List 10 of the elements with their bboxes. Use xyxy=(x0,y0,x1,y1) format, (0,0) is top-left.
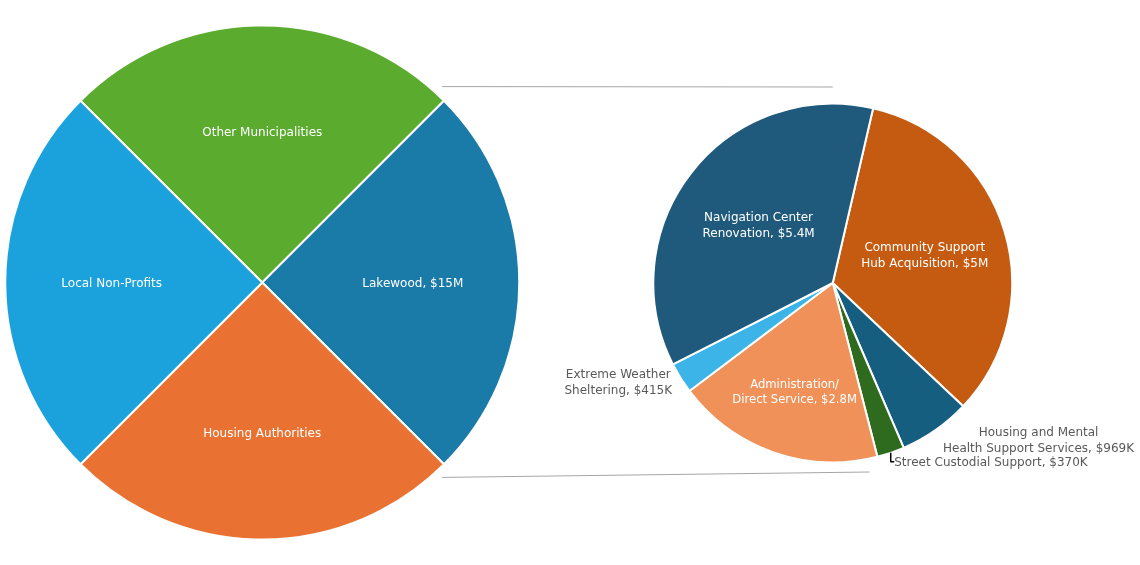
slice-label: Lakewood, $15M xyxy=(362,275,464,290)
slice-label: Navigation Center Renovation, $5.4M xyxy=(702,210,815,240)
slice-label: Housing and Mental Health Support Services, $969K xyxy=(942,425,1136,455)
slice-label: Local Non-Profits xyxy=(61,275,163,290)
slice-label: Community Support Hub Acquisition, $5M xyxy=(861,240,989,271)
slice-label: Other Municipalities xyxy=(202,124,323,139)
slice-label: Street Custodial Support, $370K xyxy=(894,454,1089,469)
slice-label: Housing Authorities xyxy=(203,426,322,441)
slice-label: Extreme Weather Sheltering, $415K xyxy=(564,367,674,398)
slice-label: Administration/ Direct Service, $2.8M xyxy=(732,377,857,407)
